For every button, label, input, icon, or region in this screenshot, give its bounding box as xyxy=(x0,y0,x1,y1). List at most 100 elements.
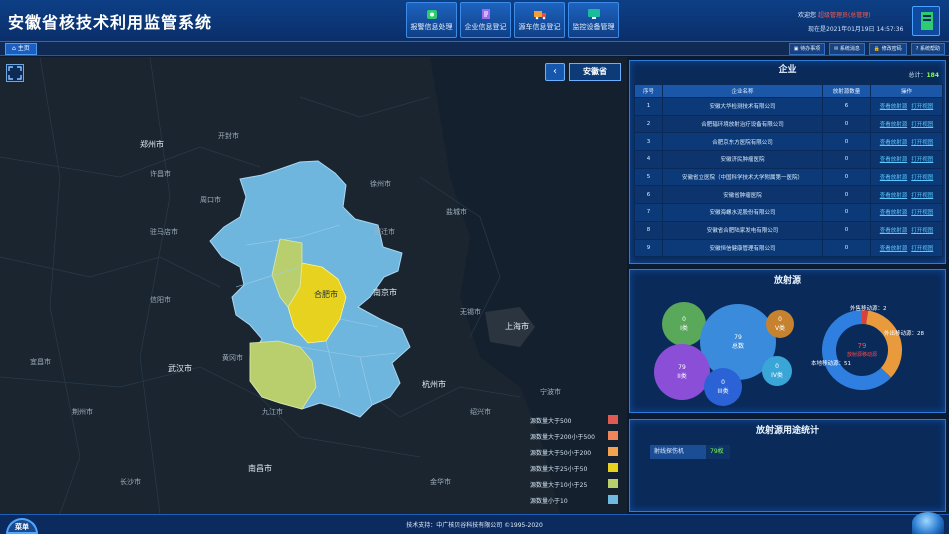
lu-an-region[interactable] xyxy=(271,238,303,308)
column-header: 序号 xyxy=(634,84,663,98)
donut-segment-0[interactable] xyxy=(862,310,869,325)
open-view-link[interactable]: 打开视图 xyxy=(911,122,934,129)
legend-item[interactable]: 源数量大于10小于25 xyxy=(524,476,624,492)
view-sources-link[interactable]: 查看放射源 xyxy=(879,210,908,217)
cell-name: 安徽大华检测技术有限公司 xyxy=(662,97,823,116)
view-sources-link[interactable]: 查看放射源 xyxy=(879,175,908,182)
todo-button[interactable]: ▣ 待办事项 xyxy=(788,43,826,55)
table-row: 7 安徽海螺水泥股份有限公司 0 查看放射源 打开视图 xyxy=(634,203,943,222)
bubble-class-2[interactable]: 79 II类 xyxy=(654,344,710,400)
open-view-link[interactable]: 打开视图 xyxy=(911,228,934,235)
enterprise-table: 序号 企业名称 放射源数量 操作 1 安徽大华检测技术有限公司 6 查看放射源 打开视图… xyxy=(634,84,943,258)
document-edit-icon xyxy=(481,9,490,19)
open-view-link[interactable]: 打开视图 xyxy=(911,104,934,111)
donut-label-local: 本地移动源：51 xyxy=(811,359,851,367)
legend-label: 源数量大于50小于200 xyxy=(530,450,592,457)
legend-item[interactable]: 源数量小于10 xyxy=(524,492,624,508)
donut-segment-2[interactable] xyxy=(822,310,892,390)
user-avatar[interactable] xyxy=(912,6,940,36)
current-date: 现在是2021年01月19日 14:57:36 xyxy=(808,26,904,33)
view-sources-link[interactable]: 查看放射源 xyxy=(879,122,908,129)
legend-item[interactable]: 源数量大于25小于50 xyxy=(524,460,624,476)
cell-no: 4 xyxy=(634,150,663,169)
messages-label: 系统消息 xyxy=(839,46,860,52)
bubble-value: 79 xyxy=(734,334,742,341)
legend-label: 源数量小于10 xyxy=(530,498,568,505)
bubble-class-4[interactable]: 0 IV类 xyxy=(762,356,792,386)
column-header: 企业名称 xyxy=(662,84,823,98)
truck-icon xyxy=(533,11,546,20)
bubble-value: 79 xyxy=(678,364,686,371)
donut-label-outsold: 外售移动源：2 xyxy=(850,304,887,312)
back-button[interactable]: ‹ xyxy=(545,63,565,81)
view-sources-link[interactable]: 查看放射源 xyxy=(879,245,908,252)
legend-item[interactable]: 源数量大于500 xyxy=(524,412,624,428)
cell-count: 0 xyxy=(822,150,871,169)
legend-item[interactable]: 源数量大于200小于500 xyxy=(524,428,624,444)
open-view-link[interactable]: 打开视图 xyxy=(911,192,934,199)
module-vehicle-button[interactable]: 源车信息登记 xyxy=(514,2,565,38)
bubble-class-5[interactable]: 0 V类 xyxy=(766,310,794,338)
open-view-link[interactable]: 打开视图 xyxy=(911,210,934,217)
cell-actions: 查看放射源 打开视图 xyxy=(870,150,943,169)
province-label[interactable]: 安徽省 xyxy=(569,63,621,81)
column-header: 操作 xyxy=(870,84,943,98)
cell-name: 安徽省立医院（中国科学技术大学附属第一医院） xyxy=(662,167,823,187)
table-row: 2 合肥辐环境放射治疗设备有限公司 0 查看放射源 打开视图 xyxy=(634,114,943,134)
open-view-link[interactable]: 打开视图 xyxy=(911,139,934,146)
city-label: 上海市 xyxy=(505,322,529,331)
mobile-source-donut[interactable]: 79 放射源移动源 外售移动源：2 外出移动源：28 本地移动源：51 xyxy=(804,292,944,410)
legend-label: 源数量大于10小于25 xyxy=(530,482,588,489)
view-sources-link[interactable]: 查看放射源 xyxy=(879,228,908,235)
table-row: 4 安徽济民肿瘤医院 0 查看放射源 打开视图 xyxy=(634,150,943,169)
messages-button[interactable]: ✉ 系统消息 xyxy=(829,43,865,55)
change-password-button[interactable]: 🔒 修改密码 xyxy=(868,43,907,55)
view-sources-link[interactable]: 查看放射源 xyxy=(879,192,908,199)
table-row: 5 安徽省立医院（中国科学技术大学附属第一医院） 0 查看放射源 打开视图 xyxy=(634,167,943,187)
module-label: 源车信息登记 xyxy=(518,23,561,31)
view-sources-link[interactable]: 查看放射源 xyxy=(879,104,908,111)
city-label: 许昌市 xyxy=(150,170,171,178)
module-monitor-button[interactable]: 监控设备管理 xyxy=(568,2,619,38)
help-button[interactable]: ? 系统帮助 xyxy=(910,43,945,55)
cell-no: 1 xyxy=(634,97,663,116)
cell-actions: 查看放射源 打开视图 xyxy=(870,167,943,187)
cell-name: 安徽恒信健康管理有限公司 xyxy=(662,238,823,258)
user-book-icon xyxy=(921,12,933,30)
city-label: 信阳市 xyxy=(150,296,171,304)
bubble-class-1[interactable]: 0 I类 xyxy=(662,302,706,346)
app-title: 安徽省核技术利用监管系统 xyxy=(8,13,213,32)
cell-no: 9 xyxy=(634,238,663,258)
cell-name: 合肥辐环境放射治疗设备有限公司 xyxy=(662,114,823,134)
open-view-link[interactable]: 打开视图 xyxy=(911,175,934,182)
legend-swatch xyxy=(608,415,618,424)
cell-actions: 查看放射源 打开视图 xyxy=(870,220,943,240)
donut-center-value: 79 xyxy=(858,342,867,350)
view-sources-link[interactable]: 查看放射源 xyxy=(879,139,908,146)
globe-icon[interactable] xyxy=(912,512,944,534)
enterprise-title: 企业 xyxy=(778,65,797,75)
city-label: 盐城市 xyxy=(446,208,467,216)
module-alarm-button[interactable]: 报警信息处理 xyxy=(406,2,457,38)
tab-home[interactable]: ⌂ 主页 xyxy=(5,43,37,55)
open-view-link[interactable]: 打开视图 xyxy=(911,157,934,164)
view-sources-link[interactable]: 查看放射源 xyxy=(879,157,908,164)
cell-count: 6 xyxy=(822,97,871,116)
anqing-region[interactable] xyxy=(249,340,317,410)
map-canvas[interactable] xyxy=(0,57,627,514)
city-label: 绍兴市 xyxy=(470,408,491,416)
welcome-text: 欢迎您 超级管理员(总管理) xyxy=(798,10,871,19)
map-area[interactable]: ‹ 安徽省 郑州市 开封市 许昌市 周口市 驻马店市 信阳市 武汉市 长沙市 南… xyxy=(0,57,627,514)
user-name[interactable]: 超级管理员(总管理) xyxy=(817,12,871,19)
bubble-class-3[interactable]: 0 III类 xyxy=(704,368,742,406)
expand-button[interactable] xyxy=(6,64,24,82)
donut-segment-1[interactable] xyxy=(866,310,902,378)
legend-label: 源数量大于200小于500 xyxy=(530,434,595,441)
module-enterprise-button[interactable]: 企业信息登记 xyxy=(460,2,511,38)
usage-value: 79枚 xyxy=(706,445,730,459)
legend-item[interactable]: 源数量大于50小于200 xyxy=(524,444,624,460)
total-value: 184 xyxy=(926,72,939,79)
cell-count: 0 xyxy=(822,238,871,258)
open-view-link[interactable]: 打开视图 xyxy=(911,245,934,252)
